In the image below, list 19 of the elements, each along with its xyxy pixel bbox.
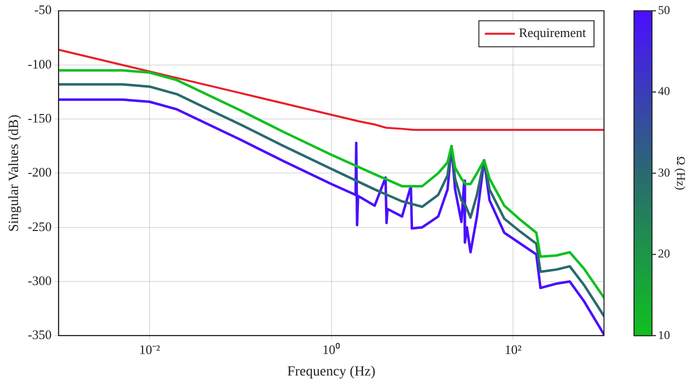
y-axis-title: Singular Values (dB): [7, 114, 22, 232]
x-tick-label: 10⁰: [322, 342, 340, 357]
y-tick-label: -200: [28, 164, 52, 180]
y-tick-label: -100: [28, 56, 52, 72]
y-tick-label: -250: [28, 218, 52, 234]
legend-label: Requirement: [518, 25, 586, 40]
x-axis-title: Frequency (Hz): [287, 364, 376, 380]
y-tick-label: -300: [28, 272, 52, 288]
color-bar-title: Ω (Hz): [674, 156, 688, 190]
color-bar-label: 20: [658, 246, 670, 261]
y-tick-label: -350: [28, 327, 52, 342]
color-bar-label: 30: [658, 165, 670, 180]
y-tick-label: -150: [28, 110, 52, 126]
x-tick-label: 10⁻²: [139, 342, 160, 357]
color-bar-label: 10: [658, 328, 670, 342]
color-bar-label: 40: [658, 84, 670, 98]
x-tick-label: 10²: [504, 342, 522, 357]
y-tick-label: -50: [34, 2, 52, 18]
color-bar-label: 50: [658, 2, 670, 17]
